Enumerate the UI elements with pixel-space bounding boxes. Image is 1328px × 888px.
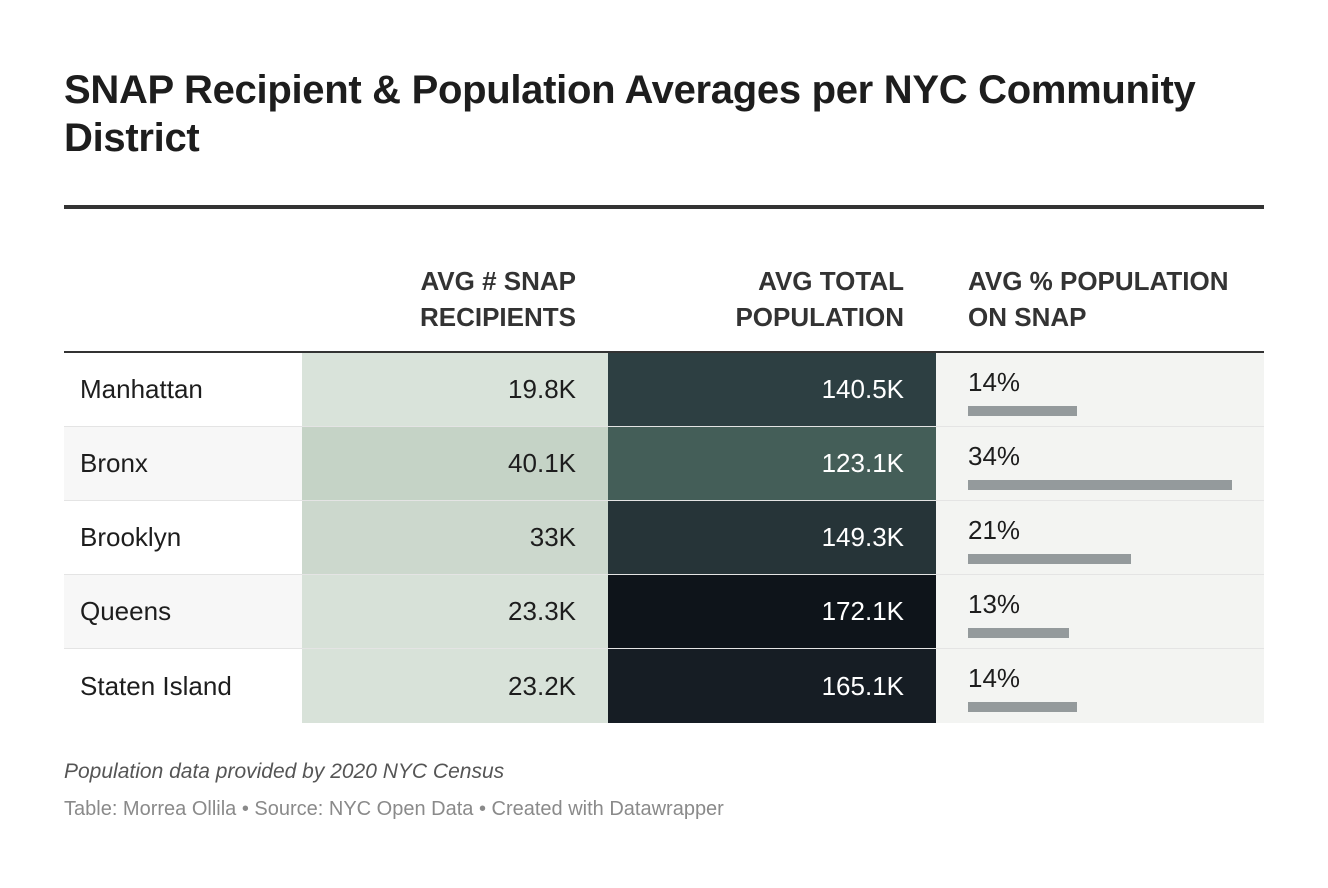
header-total-population[interactable]: AVG TOTAL POPULATION	[735, 266, 904, 332]
district-name: Bronx	[80, 448, 148, 478]
district-name: Queens	[80, 596, 172, 626]
pct-snap-cell: 14%	[936, 353, 1264, 426]
snap-recipients-cell: 33K	[302, 501, 608, 574]
pct-label: 34%	[968, 441, 1021, 471]
table-row: Staten Island 23.2K 165.1K 14%	[64, 649, 1264, 723]
district-name: Staten Island	[80, 670, 232, 701]
table-row: Bronx 40.1K 123.1K 34%	[64, 427, 1264, 501]
table-row: Queens 23.3K 172.1K 13%	[64, 575, 1264, 649]
pct-label: 14%	[968, 367, 1021, 397]
header-pct-snap[interactable]: AVG % POPULATION ON SNAP	[968, 266, 1229, 332]
snap-recipients-cell: 19.8K	[302, 353, 608, 426]
pct-snap-cell: 34%	[936, 427, 1264, 500]
pct-bar	[968, 480, 1232, 490]
pct-label: 14%	[968, 663, 1021, 693]
table-header: AVG # SNAP RECIPIENTS AVG TOTAL POPULATI…	[64, 209, 1264, 353]
total-population-cell: 172.1K	[608, 575, 936, 648]
byline: Table: Morrea Ollila • Source: NYC Open …	[64, 798, 724, 820]
snap-recipients-cell: 23.3K	[302, 575, 608, 648]
pct-bar	[968, 702, 1077, 712]
district-name: Brooklyn	[80, 522, 182, 552]
header-name[interactable]	[64, 209, 302, 351]
total-population-cell: 140.5K	[608, 353, 936, 426]
total-population-cell: 165.1K	[608, 649, 936, 723]
pct-snap-cell: 14%	[936, 649, 1264, 723]
total-population-cell: 123.1K	[608, 427, 936, 500]
snap-recipients-cell: 40.1K	[302, 427, 608, 500]
pct-bar	[968, 406, 1077, 416]
header-rule	[64, 205, 1264, 209]
data-table: AVG # SNAP RECIPIENTS AVG TOTAL POPULATI…	[64, 205, 1264, 723]
district-name: Manhattan	[80, 374, 203, 404]
pct-snap-cell: 13%	[936, 575, 1264, 648]
pct-snap-cell: 21%	[936, 501, 1264, 574]
chart-title: SNAP Recipient & Population Averages per…	[64, 68, 1196, 160]
pct-bar	[968, 554, 1132, 564]
total-population-cell: 149.3K	[608, 501, 936, 574]
table-row: Manhattan 19.8K 140.5K 14%	[64, 353, 1264, 427]
table-row: Brooklyn 33K 149.3K 21%	[64, 501, 1264, 575]
pct-bar	[968, 628, 1069, 638]
pct-label: 13%	[968, 589, 1021, 619]
snap-recipients-cell: 23.2K	[302, 649, 608, 723]
pct-label: 21%	[968, 515, 1021, 545]
header-snap-recipients[interactable]: AVG # SNAP RECIPIENTS	[419, 266, 576, 332]
notes: Population data provided by 2020 NYC Cen…	[64, 760, 505, 783]
